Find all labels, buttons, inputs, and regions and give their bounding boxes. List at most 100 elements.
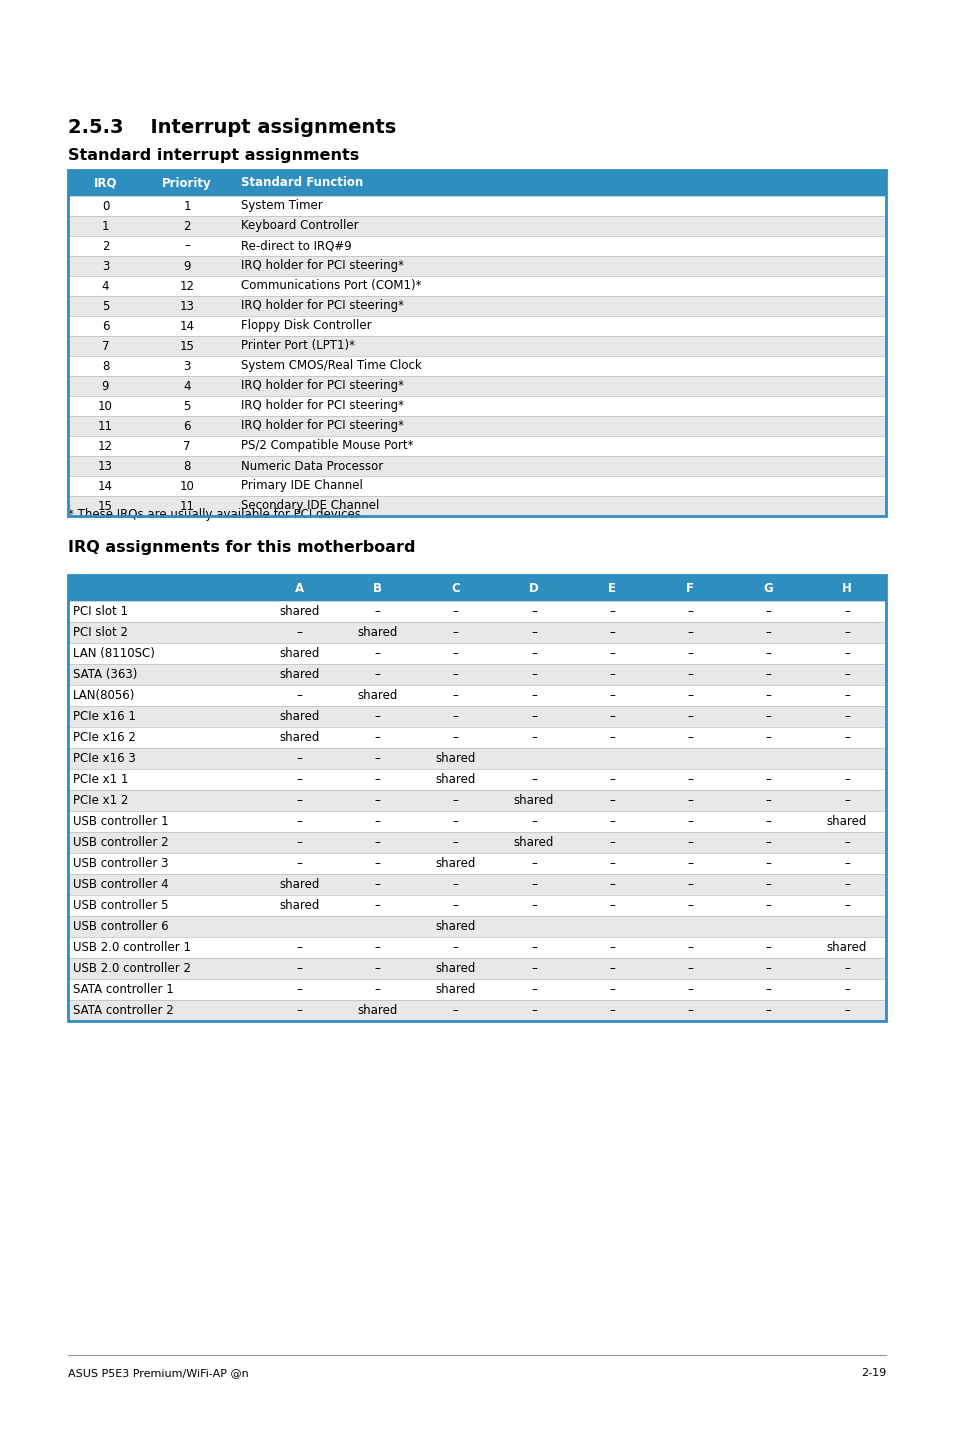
Bar (68, 601, 885, 623)
Text: 14: 14 (98, 479, 112, 492)
Bar (68, 196, 885, 216)
Bar (68, 833, 885, 853)
Text: F: F (685, 581, 694, 594)
Text: 12: 12 (98, 440, 112, 453)
Text: 10: 10 (98, 400, 112, 413)
Text: –: – (765, 879, 771, 892)
Bar (68, 979, 885, 999)
Text: –: – (453, 710, 458, 723)
Text: –: – (295, 794, 302, 807)
Text: –: – (687, 857, 693, 870)
Text: 9: 9 (183, 259, 191, 272)
Text: PCI slot 2: PCI slot 2 (73, 626, 128, 638)
Text: IRQ: IRQ (93, 177, 117, 190)
Text: –: – (374, 940, 380, 953)
Bar (68, 416, 885, 436)
Text: –: – (453, 899, 458, 912)
Text: –: – (609, 731, 615, 743)
Text: –: – (609, 669, 615, 682)
Bar (68, 456, 885, 476)
Text: –: – (453, 940, 458, 953)
Text: –: – (687, 879, 693, 892)
Bar (68, 296, 885, 316)
Bar (68, 811, 885, 833)
Bar (68, 684, 885, 706)
Text: 5: 5 (183, 400, 191, 413)
Text: shared: shared (278, 647, 319, 660)
Text: C: C (451, 581, 459, 594)
Text: –: – (843, 669, 849, 682)
Text: –: – (765, 984, 771, 997)
Text: –: – (374, 879, 380, 892)
Text: shared: shared (435, 920, 476, 933)
Text: 14: 14 (179, 319, 194, 332)
Text: PCIe x16 1: PCIe x16 1 (73, 710, 135, 723)
Text: –: – (687, 835, 693, 848)
Text: IRQ holder for PCI steering*: IRQ holder for PCI steering* (241, 259, 403, 272)
Text: G: G (763, 581, 773, 594)
Text: LAN(8056): LAN(8056) (73, 689, 135, 702)
Text: –: – (531, 1004, 537, 1017)
Text: –: – (374, 794, 380, 807)
Text: 7: 7 (183, 440, 191, 453)
Bar (68, 316, 885, 336)
Text: shared: shared (435, 752, 476, 765)
Text: –: – (765, 689, 771, 702)
Text: –: – (765, 774, 771, 787)
Text: –: – (765, 669, 771, 682)
Text: –: – (609, 710, 615, 723)
Text: –: – (687, 605, 693, 618)
Bar (68, 170, 885, 196)
Text: –: – (687, 940, 693, 953)
Text: –: – (453, 626, 458, 638)
Text: –: – (843, 835, 849, 848)
Text: 9: 9 (102, 380, 110, 393)
Text: 13: 13 (98, 460, 112, 473)
Bar (68, 575, 885, 601)
Text: –: – (765, 815, 771, 828)
Text: –: – (765, 794, 771, 807)
Text: –: – (609, 857, 615, 870)
Text: –: – (843, 1004, 849, 1017)
Bar (68, 575, 885, 1021)
Text: –: – (687, 794, 693, 807)
Text: –: – (687, 1004, 693, 1017)
Text: –: – (765, 857, 771, 870)
Text: USB controller 6: USB controller 6 (73, 920, 169, 933)
Text: –: – (295, 940, 302, 953)
Text: –: – (609, 689, 615, 702)
Bar (68, 623, 885, 643)
Text: Communications Port (COM1)*: Communications Port (COM1)* (241, 279, 421, 292)
Text: –: – (765, 940, 771, 953)
Text: –: – (687, 669, 693, 682)
Text: –: – (374, 984, 380, 997)
Text: D: D (529, 581, 538, 594)
Text: –: – (687, 899, 693, 912)
Text: IRQ holder for PCI steering*: IRQ holder for PCI steering* (241, 299, 403, 312)
Text: 7: 7 (102, 339, 110, 352)
Text: –: – (609, 879, 615, 892)
Text: USB controller 1: USB controller 1 (73, 815, 169, 828)
Text: 2-19: 2-19 (860, 1368, 885, 1378)
Text: PCIe x1 1: PCIe x1 1 (73, 774, 129, 787)
Text: 3: 3 (102, 259, 109, 272)
Text: shared: shared (356, 1004, 397, 1017)
Bar (68, 357, 885, 375)
Text: –: – (765, 605, 771, 618)
Text: –: – (843, 710, 849, 723)
Text: –: – (531, 710, 537, 723)
Text: –: – (609, 940, 615, 953)
Text: shared: shared (435, 984, 476, 997)
Text: 1: 1 (183, 200, 191, 213)
Text: –: – (453, 794, 458, 807)
Text: –: – (843, 857, 849, 870)
Text: 2: 2 (102, 240, 110, 253)
Text: –: – (843, 879, 849, 892)
Text: E: E (607, 581, 616, 594)
Text: Priority: Priority (162, 177, 212, 190)
Text: LAN (8110SC): LAN (8110SC) (73, 647, 154, 660)
Text: shared: shared (826, 940, 866, 953)
Text: –: – (609, 984, 615, 997)
Text: –: – (609, 794, 615, 807)
Text: Re-direct to IRQ#9: Re-direct to IRQ#9 (241, 240, 352, 253)
